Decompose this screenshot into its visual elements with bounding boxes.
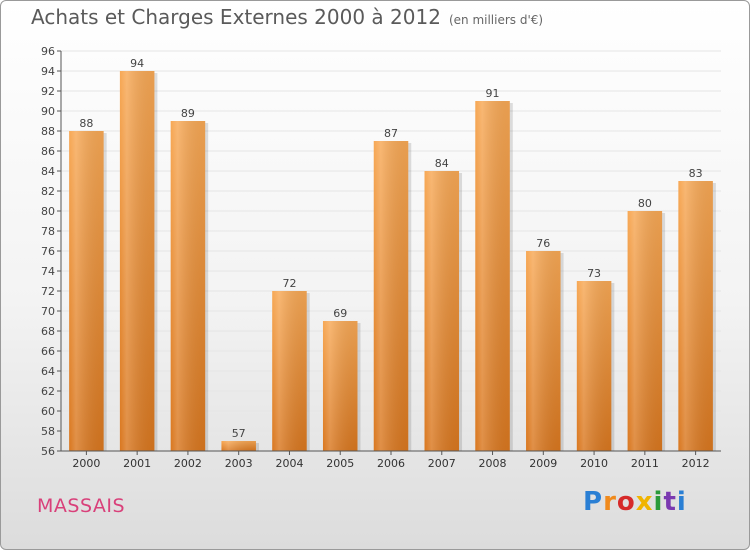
logo-letter: r (603, 487, 617, 517)
logo-letter: i (676, 487, 687, 517)
y-tick-label: 74 (41, 265, 55, 278)
bar-highlight (272, 291, 307, 451)
y-tick-label: 64 (41, 365, 55, 378)
data-label: 76 (536, 237, 550, 250)
unit-label: (en milliers d'€) (448, 13, 544, 27)
x-tick-label: 2010 (580, 457, 608, 470)
x-tick-label: 2012 (682, 457, 710, 470)
y-tick-label: 84 (41, 165, 55, 178)
x-tick-label: 2000 (72, 457, 100, 470)
y-tick-label: 66 (41, 345, 55, 358)
y-tick-label: 92 (41, 85, 55, 98)
data-label: 89 (181, 107, 195, 120)
data-label: 87 (384, 127, 398, 140)
y-tick-label: 72 (41, 285, 55, 298)
y-tick-label: 58 (41, 425, 55, 438)
data-label: 88 (79, 117, 93, 130)
data-label: 69 (333, 307, 347, 320)
bar-highlight (69, 131, 104, 451)
y-tick-label: 76 (41, 245, 55, 258)
y-tick-label: 70 (41, 305, 55, 318)
bar-highlight (678, 181, 713, 451)
y-tick-label: 56 (41, 445, 55, 458)
bar-highlight (576, 281, 612, 451)
x-tick-label: 2008 (479, 457, 507, 470)
data-label: 84 (435, 157, 449, 170)
x-tick-label: 2003 (225, 457, 253, 470)
bar-highlight (475, 101, 510, 451)
y-tick-label: 88 (41, 125, 55, 138)
bar-highlight (170, 121, 206, 451)
proxiti-logo: Proxiti (583, 487, 687, 517)
y-tick-label: 80 (41, 205, 55, 218)
x-tick-label: 2004 (275, 457, 303, 470)
y-tick-label: 60 (41, 405, 55, 418)
x-tick-label: 2009 (529, 457, 557, 470)
axes (57, 50, 721, 455)
bar-highlight (119, 71, 155, 451)
data-label: 72 (282, 277, 296, 290)
bar-highlight (627, 211, 663, 451)
bar-highlight (424, 171, 460, 451)
chart-title-text: Achats et Charges Externes 2000 à 2012 (31, 5, 441, 29)
x-tick-label: 2002 (174, 457, 202, 470)
logo-letter: o (616, 487, 636, 517)
place-name: MASSAIS (37, 495, 126, 517)
bar-highlight (221, 441, 256, 451)
chart-title: Achats et Charges Externes 2000 à 2012 (e… (31, 5, 543, 29)
y-tick-label: 90 (41, 105, 55, 118)
data-label: 57 (232, 427, 246, 440)
bar-highlight (322, 321, 358, 451)
x-tick-label: 2011 (631, 457, 659, 470)
bar-highlight (373, 141, 409, 451)
y-tick-label: 96 (41, 45, 55, 58)
y-tick-label: 86 (41, 145, 55, 158)
y-tick-label: 82 (41, 185, 55, 198)
labels: 56 58 60 62 64 66 68 70 72 74 76 78 80 82 84 86 88 90 92 94… (41, 45, 710, 470)
y-tick-label: 62 (41, 385, 55, 398)
x-tick-label: 2005 (326, 457, 354, 470)
data-label: 80 (638, 197, 652, 210)
logo-letter: i (653, 487, 664, 517)
bars (69, 71, 716, 451)
data-label: 83 (689, 167, 703, 180)
data-label: 94 (130, 57, 144, 70)
logo-letter: t (663, 487, 677, 517)
y-tick-label: 94 (41, 65, 55, 78)
logo-letter: P (583, 487, 604, 517)
y-tick-label: 78 (41, 225, 55, 238)
x-tick-label: 2007 (428, 457, 456, 470)
data-label: 91 (486, 87, 500, 100)
bar-highlight (526, 251, 561, 451)
logo-letter: x (635, 487, 654, 517)
y-tick-label: 68 (41, 325, 55, 338)
x-tick-label: 2006 (377, 457, 405, 470)
x-tick-label: 2001 (123, 457, 151, 470)
data-label: 73 (587, 267, 601, 280)
